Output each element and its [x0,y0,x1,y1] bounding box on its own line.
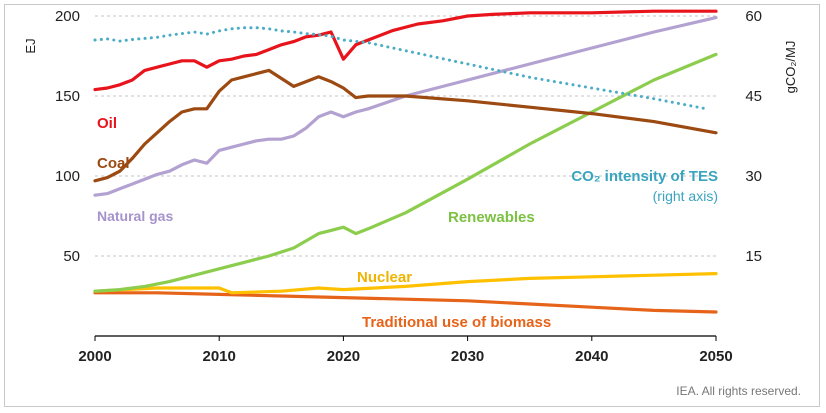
x-tick-label-2010: 2010 [203,348,236,365]
label-nuclear: Nuclear [357,269,412,286]
series-lines [93,9,718,314]
chart-frame [4,4,820,407]
gridlines [95,15,716,257]
y-axis-left-label: EJ [23,38,38,53]
x-axis-ticks: 2000 2010 2020 2030 2040 2050 [78,336,733,365]
series-line-traditional-use-of-biomass [93,291,718,314]
credit-text: IEA. All rights reserved. [676,384,801,398]
label-co2-right-axis: (right axis) [653,188,718,204]
series-line-nuclear [93,272,718,295]
y2-tick-label-15: 15 [745,248,762,265]
series-line-coal [93,68,718,183]
y-axis-right-ticks: 15 30 45 60 [745,8,762,265]
series-line-renewables [93,52,718,293]
label-traditional-biomass: Traditional use of biomass [362,314,551,331]
x-tick-label-2030: 2030 [451,348,484,365]
series-line-co2-intensity-of-tes [93,26,706,110]
label-natural-gas: Natural gas [97,208,173,224]
y-axis-right-label: gCO₂/MJ [783,41,798,94]
y2-tick-label-60: 60 [745,8,762,25]
label-co2-intensity: CO₂ intensity of TES [571,168,718,185]
x-tick-label-2020: 2020 [327,348,360,365]
x-tick-label-2000: 2000 [78,348,111,365]
x-tick-label-2040: 2040 [575,348,608,365]
series-line-oil [93,9,718,92]
y2-tick-label-30: 30 [745,168,762,185]
x-tick-label-2050: 2050 [699,348,732,365]
label-coal: Coal [97,155,130,172]
series-line-natural-gas [93,16,718,197]
y-tick-label-200: 200 [55,8,80,25]
y-tick-label-100: 100 [55,168,80,185]
y2-tick-label-45: 45 [745,88,762,105]
label-oil: Oil [97,115,117,132]
y-tick-label-150: 150 [55,88,80,105]
y-axis-left-ticks: 50 100 150 200 [55,8,80,265]
y-tick-label-50: 50 [63,248,80,265]
label-renewables: Renewables [448,209,535,226]
